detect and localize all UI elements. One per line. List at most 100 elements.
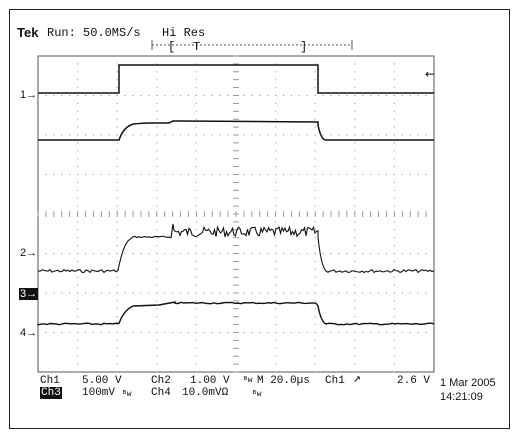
graticule-dot xyxy=(124,95,126,96)
graticule-dot xyxy=(156,102,158,104)
graticule-dot xyxy=(227,292,229,294)
graticule-dot xyxy=(116,174,118,175)
graticule-dot xyxy=(314,63,316,65)
graticule-dot xyxy=(314,292,316,294)
graticule-dot xyxy=(140,292,142,294)
graticule-dot xyxy=(354,245,356,247)
graticule-dot xyxy=(124,174,126,175)
graticule-dot xyxy=(354,189,356,191)
graticule-dot xyxy=(108,292,110,294)
graticule-dot xyxy=(180,292,182,294)
graticule-dot xyxy=(425,332,427,333)
graticule-dot xyxy=(298,134,300,136)
graticule-dot xyxy=(378,134,380,136)
graticule-dot xyxy=(314,134,316,136)
graticule-dot xyxy=(393,371,395,373)
graticule-dot xyxy=(77,118,79,120)
timebase: M 20.0µs xyxy=(257,375,310,387)
graticule-dot xyxy=(275,174,277,175)
graticule-dot xyxy=(393,355,395,357)
graticule-dot xyxy=(156,134,158,136)
graticule-dot xyxy=(195,332,197,333)
graticule-dot xyxy=(219,174,221,175)
graticule-dot xyxy=(156,363,158,365)
graticule-dot xyxy=(156,118,158,120)
graticule-dot xyxy=(195,371,197,373)
graticule-dot xyxy=(164,292,166,294)
graticule-dot xyxy=(290,174,292,175)
graticule-dot xyxy=(346,253,348,254)
graticule-dot xyxy=(275,189,277,191)
graticule-dot xyxy=(322,253,324,254)
graticule-dot xyxy=(283,292,285,294)
waveform-traces xyxy=(37,64,435,326)
graticule-dot xyxy=(156,324,158,326)
graticule-dot xyxy=(275,324,277,326)
graticule-dot xyxy=(322,174,324,175)
graticule-dot xyxy=(354,300,356,302)
graticule-dot xyxy=(156,197,158,199)
ch3-label: Ch3 xyxy=(40,387,62,399)
graticule-dot xyxy=(116,237,118,239)
graticule-dot xyxy=(85,292,87,294)
graticule-dot xyxy=(393,276,395,278)
graticule-dot xyxy=(187,134,189,136)
graticule-dot xyxy=(116,316,118,318)
graticule-dot xyxy=(393,316,395,318)
graticule-dot xyxy=(393,229,395,231)
graticule-dot xyxy=(172,95,174,96)
graticule-dot xyxy=(195,197,197,199)
graticule-dot xyxy=(100,292,102,294)
graticule-dot xyxy=(77,174,79,175)
ch1-waveform xyxy=(38,64,434,94)
graticule-dot xyxy=(243,292,245,294)
graticule-dot xyxy=(330,253,332,254)
ch1-scale: 5.00 V xyxy=(82,375,122,387)
graticule-dot xyxy=(385,253,387,254)
graticule-dot xyxy=(195,221,197,223)
graticule-dot xyxy=(132,253,134,254)
graticule-dot xyxy=(354,324,356,326)
graticule-dot xyxy=(393,363,395,365)
graticule-dot xyxy=(354,150,356,152)
graticule-dot xyxy=(156,95,158,96)
graticule-dot xyxy=(378,174,380,175)
graticule-dot xyxy=(195,253,197,254)
graticule-dot xyxy=(275,158,277,160)
graticule-dot xyxy=(354,110,356,112)
graticule-dot xyxy=(164,134,166,136)
graticule-dot xyxy=(314,95,316,96)
graticule-dot xyxy=(77,229,79,231)
graticule-dot xyxy=(195,166,197,168)
graticule-dot xyxy=(100,174,102,175)
graticule-dot xyxy=(156,181,158,183)
graticule-dot xyxy=(77,332,79,333)
graticule-dot xyxy=(306,253,308,254)
graticule-dot xyxy=(116,79,118,81)
graticule-dot xyxy=(362,253,364,254)
graticule-dot xyxy=(156,87,158,89)
graticule-dot xyxy=(322,292,324,294)
graticule-dot xyxy=(77,316,79,318)
graticule-dot xyxy=(116,308,118,310)
graticule-dot xyxy=(203,134,205,136)
graticule-dot xyxy=(195,324,197,326)
graticule-dot xyxy=(69,332,71,333)
graticule-dot xyxy=(53,253,55,254)
graticule-dot xyxy=(275,300,277,302)
graticule-dot xyxy=(362,95,364,96)
graticule-dot xyxy=(354,205,356,207)
graticule-dot xyxy=(77,292,79,294)
graticule-dot xyxy=(354,221,356,223)
graticule-dot xyxy=(92,134,94,136)
graticule-dot xyxy=(172,332,174,333)
graticule-dot xyxy=(187,95,189,96)
graticule-dot xyxy=(108,95,110,96)
graticule-dot xyxy=(156,316,158,318)
graticule-dot xyxy=(156,355,158,357)
graticule-dot xyxy=(275,118,277,120)
graticule-dot xyxy=(385,332,387,333)
graticule-dot xyxy=(354,118,356,120)
graticule-dot xyxy=(156,205,158,207)
graticule-dot xyxy=(330,174,332,175)
